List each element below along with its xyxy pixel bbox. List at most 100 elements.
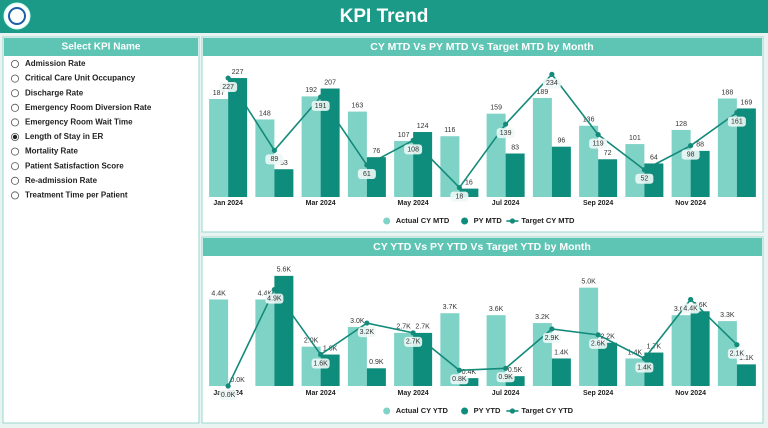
- data-label: 227: [232, 69, 244, 76]
- data-label: 3.2K: [360, 329, 375, 336]
- data-label-box: [265, 293, 284, 304]
- data-label: 53: [280, 160, 288, 167]
- data-label: 5.6K: [277, 267, 292, 274]
- kpi-option[interactable]: Emergency Room Wait Time: [25, 118, 133, 127]
- data-label-box: [542, 332, 561, 343]
- legend-label[interactable]: PY YTD: [474, 406, 501, 415]
- bar: [717, 321, 737, 386]
- kpi-option[interactable]: Length of Stay in ER: [25, 132, 103, 141]
- data-label: 2.7K: [396, 324, 411, 331]
- data-label: 124: [417, 123, 429, 130]
- bar: [459, 378, 479, 386]
- legend-label[interactable]: Actual CY MTD: [396, 216, 450, 225]
- kpi-panel-header: [4, 38, 198, 56]
- legend-label[interactable]: Actual CY YTD: [396, 406, 449, 415]
- data-label: 169: [741, 99, 753, 106]
- radio-button[interactable]: [10, 103, 19, 112]
- legend-label[interactable]: PY MTD: [474, 216, 503, 225]
- chart-header: [203, 238, 762, 256]
- data-label-box: [635, 362, 654, 373]
- kpi-panel: [2, 36, 200, 424]
- data-label-box: [589, 138, 608, 149]
- data-label-box: [496, 128, 515, 139]
- line-point: [318, 94, 324, 100]
- line-point: [364, 320, 370, 326]
- legend-label[interactable]: Target CY MTD: [521, 216, 575, 225]
- bar: [440, 313, 460, 386]
- radio-button[interactable]: [10, 60, 19, 69]
- kpi-option[interactable]: Discharge Rate: [25, 88, 84, 97]
- data-label: 1.4K: [637, 364, 652, 371]
- bar: [255, 119, 275, 197]
- x-tick-label: Jul 2024: [492, 390, 520, 397]
- kpi-option[interactable]: Mortality Rate: [25, 147, 78, 156]
- radio-button[interactable]: [10, 162, 19, 171]
- radio-button[interactable]: [10, 176, 19, 185]
- data-label: 139: [500, 130, 512, 137]
- bar: [736, 364, 756, 386]
- bar: [394, 140, 414, 197]
- radio-button[interactable]: [10, 74, 19, 83]
- header-bar: [0, 0, 768, 33]
- radio-button[interactable]: [10, 118, 19, 127]
- radio-button[interactable]: [10, 191, 19, 200]
- data-label: 189: [537, 89, 549, 96]
- data-label: 3.2K: [535, 314, 550, 321]
- data-label: 89: [270, 156, 278, 163]
- bar: [320, 88, 340, 197]
- data-label: 1.6K: [313, 360, 328, 367]
- bar: [255, 299, 275, 386]
- data-label-box: [357, 169, 376, 180]
- data-label: 0.0K: [221, 392, 236, 399]
- line-point: [318, 351, 324, 358]
- kpi-option[interactable]: Re-admission Rate: [25, 176, 98, 185]
- data-label-box: [496, 372, 515, 383]
- bar: [459, 188, 479, 197]
- data-label: 107: [398, 132, 410, 139]
- data-label: 2.1K: [730, 351, 745, 358]
- x-tick-label: Mar 2024: [306, 200, 336, 207]
- x-tick-label: Jul 2024: [492, 200, 520, 207]
- data-label-box: [635, 173, 654, 184]
- data-label-box: [357, 327, 376, 338]
- bar: [736, 108, 756, 197]
- kpi-option[interactable]: Admission Rate: [25, 59, 86, 68]
- data-label: 3.7K: [443, 304, 458, 311]
- line-point: [225, 75, 231, 81]
- data-label: 16: [465, 179, 473, 186]
- data-label: 159: [490, 105, 502, 112]
- data-label-box: [311, 358, 330, 369]
- logo: [3, 2, 31, 30]
- bar: [579, 287, 599, 386]
- kpi-option[interactable]: Critical Care Unit Occupancy: [25, 74, 136, 83]
- legend-label[interactable]: Target CY YTD: [521, 406, 573, 415]
- radio-button[interactable]: [10, 89, 19, 98]
- kpi-option[interactable]: Patient Satisfaction Score: [25, 161, 124, 170]
- data-label: 0.4K: [462, 369, 477, 376]
- data-label: 191: [315, 103, 327, 110]
- data-label-box: [542, 78, 561, 89]
- line-point: [549, 71, 555, 77]
- bar: [301, 96, 321, 197]
- data-label: 207: [324, 79, 336, 86]
- data-label: 188: [722, 89, 734, 96]
- bar: [486, 113, 506, 197]
- page-title: KPI Trend: [340, 6, 429, 27]
- kpi-option[interactable]: Treatment Time per Patient: [25, 191, 128, 200]
- legend-marker: [461, 217, 469, 225]
- data-label: 52: [640, 176, 648, 183]
- data-label-box: [589, 338, 608, 349]
- data-label: 187: [213, 90, 225, 97]
- data-label-box: [404, 144, 423, 155]
- radio-button[interactable]: [10, 147, 19, 156]
- data-label-box: [681, 149, 700, 160]
- data-label-box: [727, 116, 746, 127]
- chart-panel: [201, 36, 764, 233]
- line-point: [456, 184, 462, 191]
- chart-title: CY MTD Vs PY MTD Vs Target MTD by Month: [370, 41, 593, 53]
- radio-dot: [12, 134, 18, 140]
- x-tick-label: Jan 2024: [213, 200, 243, 207]
- legend-marker: [509, 218, 515, 224]
- kpi-option[interactable]: Emergency Room Diversion Rate: [25, 103, 152, 112]
